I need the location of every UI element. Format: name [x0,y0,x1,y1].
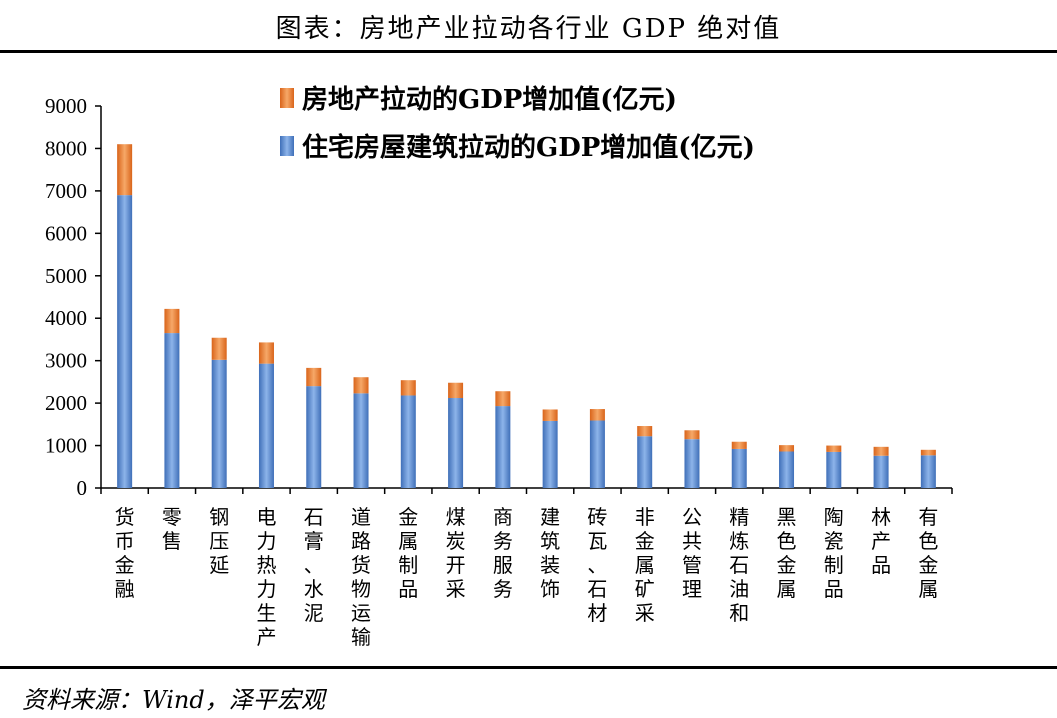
y-tick-label: 9000 [45,94,87,118]
x-category-label: 陶瓷制品 [824,505,844,601]
bar-residential [920,455,936,488]
bar-real-estate [731,441,747,449]
x-category-label: 电力热力生产 [256,505,276,649]
x-category-label: 精炼石油和 [729,505,749,625]
bar-residential [353,393,369,488]
source-note: 资料来源：Wind，泽平宏观 [22,686,325,714]
bar-real-estate [873,446,889,456]
bar-residential [873,455,889,488]
legend: 房地产拉动的GDP增加值(亿元) 住宅房屋建筑拉动的GDP增加值(亿元) [280,84,755,163]
bar-residential [495,406,511,488]
bar-real-estate [211,337,227,360]
x-category-label: 钢压延 [209,505,229,577]
x-category-label: 非金属矿采 [635,505,655,625]
legend-label-top: 房地产拉动的GDP增加值(亿元) [302,84,677,115]
bar-real-estate [779,445,795,452]
x-category-label: 黑色金属 [777,505,797,601]
x-category-label: 金属制品 [398,505,418,601]
bar-real-estate [684,430,700,440]
x-category-label: 建筑装饰 [540,505,560,601]
legend-swatch-top [280,88,294,108]
bars [117,144,936,488]
bar-residential [448,398,464,488]
x-category-label: 公共管理 [682,505,702,601]
x-category-label: 林产品 [871,505,891,577]
y-tick-label: 0 [77,476,88,500]
y-tick-label: 5000 [45,264,87,288]
bar-residential [306,386,322,488]
bar-real-estate [353,377,369,394]
y-tick-label: 7000 [45,179,87,203]
bar-residential [164,333,180,488]
x-category-label: 零售 [162,505,182,553]
chart-title: 图表：房地产业拉动各行业 GDP 绝对值 [275,14,782,44]
bar-real-estate [637,426,653,437]
bar-residential [779,451,795,488]
bar-residential [589,420,605,488]
x-category-label: 煤炭开采 [446,505,466,601]
x-category-label: 道路货物运输 [351,505,371,649]
bar-residential [211,359,227,488]
bar-residential [826,451,842,488]
bar-residential [731,448,747,488]
bar-real-estate [164,308,180,334]
bar-real-estate [826,445,842,452]
y-axis: 0 1000 2000 3000 4000 5000 6000 7000 8000 9000 [45,94,102,500]
bar-residential [637,436,653,488]
bar-real-estate [448,382,464,399]
bar-residential [117,195,133,488]
x-category-label: 砖瓦、石材 [587,505,607,625]
bar-real-estate [258,342,274,364]
bar-residential [400,395,416,488]
x-category-label: 有色金属 [918,505,938,601]
bottom-rule [0,666,1057,669]
bar-residential [542,420,558,488]
x-category-label: 石膏、水泥 [304,505,324,625]
y-tick-label: 3000 [45,349,87,373]
x-axis: 货币金融 零售 钢压延 电力热力生产 石膏、水泥 道路货物运输 金属制品 煤炭开采 商务服务 建筑… [100,487,953,649]
bar-residential [258,363,274,488]
legend-label-bottom: 住宅房屋建筑拉动的GDP增加值(亿元) [302,132,755,163]
bar-real-estate [400,380,416,396]
y-tick-label: 6000 [45,221,87,245]
bar-real-estate [589,409,605,421]
y-tick-label: 8000 [45,136,87,160]
x-category-label: 商务服务 [493,505,513,601]
y-tick-label: 2000 [45,391,87,415]
y-tick-label: 1000 [45,434,87,458]
legend-swatch-bottom [280,136,294,156]
bar-real-estate [542,409,558,421]
top-rule [0,50,1057,53]
bar-real-estate [495,391,511,407]
bar-real-estate [306,367,322,387]
bar-residential [684,439,700,488]
bar-real-estate [117,144,133,196]
bar-real-estate [920,449,936,456]
x-category-label: 货币金融 [115,505,135,601]
y-tick-label: 4000 [45,306,87,330]
